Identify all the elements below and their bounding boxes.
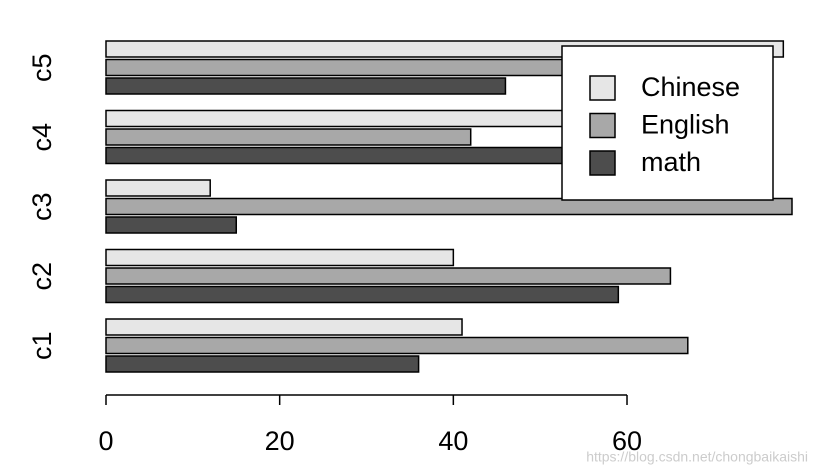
legend-swatch: [589, 75, 616, 101]
bar: [105, 128, 472, 146]
bar: [105, 355, 420, 373]
bar: [105, 197, 793, 216]
x-tick-label: 20: [265, 426, 295, 456]
y-tick-label: c3: [27, 192, 57, 221]
bar: [105, 318, 463, 336]
x-tick-label: 60: [612, 426, 642, 456]
x-tick-label: 0: [98, 426, 113, 456]
y-tick-label: c2: [27, 262, 57, 291]
bar: [105, 216, 238, 234]
bar: [105, 285, 620, 304]
x-tick-label: 40: [438, 426, 468, 456]
bar: [105, 179, 211, 197]
bar: [105, 248, 455, 267]
legend-label: Chinese: [641, 72, 740, 102]
legend-label: math: [641, 147, 701, 177]
y-tick-label: c4: [27, 123, 57, 152]
bar: [105, 336, 689, 355]
bar: [105, 77, 507, 95]
bar: [105, 267, 672, 285]
watermark: https://blog.csdn.net/chongbaikaishi: [586, 449, 808, 465]
legend-swatch: [589, 112, 616, 139]
legend-swatch: [589, 150, 616, 176]
bar: [105, 146, 585, 165]
bar: [105, 58, 628, 77]
y-tick-label: c1: [27, 331, 57, 360]
legend-label: English: [641, 110, 730, 140]
y-tick-label: c5: [27, 53, 57, 82]
